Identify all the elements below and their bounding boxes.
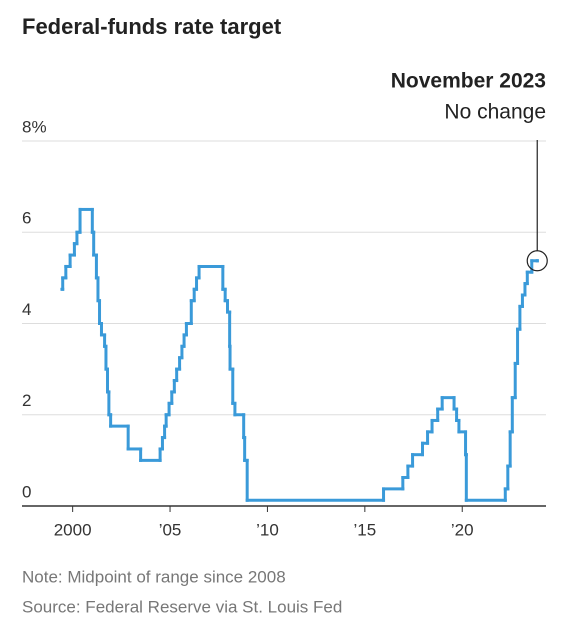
x-tick-label: 2000	[54, 520, 92, 539]
x-tick-label: ’20	[451, 520, 474, 539]
annotation-marker	[526, 250, 548, 272]
y-tick-label: 2	[22, 391, 31, 410]
x-tick-label: ’15	[353, 520, 376, 539]
y-tick-label: 6	[22, 209, 31, 228]
note: Note: Midpoint of range since 2008	[22, 567, 286, 586]
y-tick-label: 4	[22, 300, 31, 319]
source: Source: Federal Reserve via St. Louis Fe…	[22, 597, 342, 616]
annotation-title: November 2023	[391, 70, 546, 93]
y-tick-label: 0	[22, 482, 31, 501]
chart-title: Federal-funds rate target	[22, 14, 282, 39]
x-tick-label: ’10	[256, 520, 279, 539]
x-tick-label: ’05	[159, 520, 182, 539]
y-tick-label: 8%	[22, 117, 47, 136]
annotation-text: No change	[444, 101, 546, 124]
